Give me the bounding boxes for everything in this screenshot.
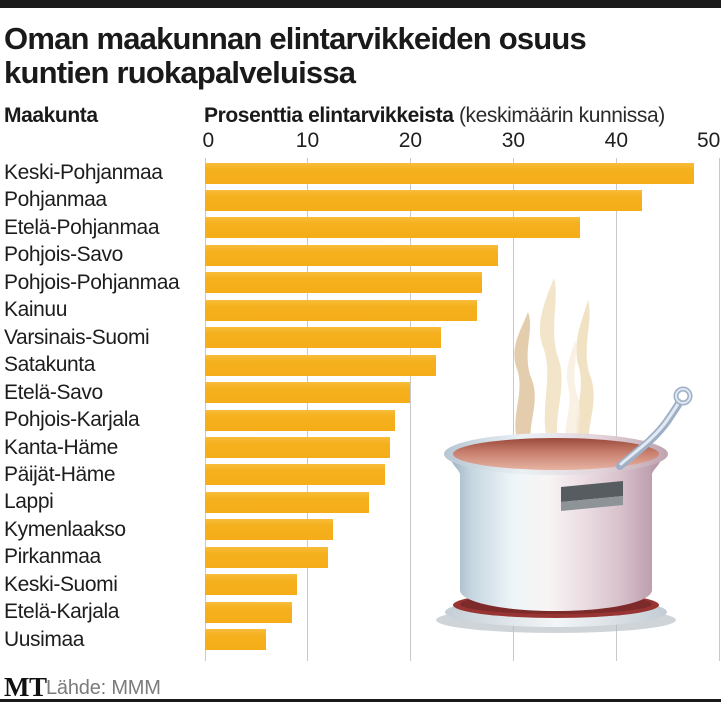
row-label: Etelä-Karjala <box>4 600 120 624</box>
source-note: Lähde: MMM <box>46 677 161 699</box>
row-label: Kanta-Häme <box>4 435 118 459</box>
bar-satakunta <box>204 354 437 376</box>
bar-kanta-häme <box>204 437 390 458</box>
row-label: Satakunta <box>4 353 95 377</box>
bar-keski-suomi <box>204 574 298 596</box>
row-label: Pohjois-Pohjanmaa <box>4 270 180 294</box>
bar-etelä-karjala <box>204 601 293 623</box>
pot-illustration <box>436 278 693 633</box>
row-label: Keski-Suomi <box>4 572 118 596</box>
row-label: Pohjois-Savo <box>4 243 123 267</box>
bar-pirkanmaa <box>204 546 329 568</box>
gridline-40 <box>616 158 618 661</box>
row-label: Keski-Pohjanmaa <box>4 161 163 184</box>
row-label: Etelä-Savo <box>4 380 103 404</box>
row-label: Päijät-Häme <box>4 462 116 486</box>
bar-pohjois-pohjanmaa <box>204 272 483 294</box>
chart-area: Keski-Pohjanmaa Pohjanmaa Etelä-Pohjanmaa P… <box>0 158 721 662</box>
title-line-2: kuntien ruokapalveluissa <box>4 55 356 90</box>
column-header-value-bold: Prosenttia elintarvikkeista <box>204 104 454 127</box>
steam-wisp-middle <box>539 278 562 452</box>
column-header-value: Prosenttia elintarvikkeista (keskimäärin… <box>204 104 665 128</box>
pot-interior <box>453 438 659 470</box>
pot-handle <box>561 481 623 511</box>
row-label: Uusimaa <box>4 627 85 651</box>
gridline-50 <box>719 158 721 661</box>
bar-lappi <box>204 491 370 513</box>
steam-wisp-faint <box>565 340 580 454</box>
bar-uusimaa <box>204 629 267 651</box>
bar-pohjois-savo <box>204 244 498 266</box>
bar-etelä-savo <box>204 382 411 404</box>
x-tick-label-50: 50 <box>696 129 721 152</box>
row-label: Lappi <box>4 490 54 514</box>
steam-wisp-right <box>576 300 594 456</box>
bottom-rule <box>0 699 721 702</box>
title-line-1: Oman maakunnan elintarvikkeiden osuus <box>4 21 587 56</box>
column-header-region: Maakunta <box>4 104 98 127</box>
footer: MT Lähde: MMM <box>0 670 721 702</box>
column-headers: Maakunta Prosenttia elintarvikkeista (ke… <box>0 104 721 128</box>
x-tick-label-0: 0 <box>202 129 215 152</box>
row-label: Kymenlaakso <box>4 517 126 541</box>
ladle-hook-highlight <box>675 388 691 404</box>
row-label: Varsinais-Suomi <box>4 325 150 349</box>
column-header-value-note: (keskimäärin kunnissa) <box>458 104 665 127</box>
x-tick-label-10: 10 <box>295 129 320 152</box>
bar-keski-pohjanmaa <box>204 162 694 184</box>
row-label: Etelä-Pohjanmaa <box>4 215 160 239</box>
x-tick-label-40: 40 <box>604 129 629 152</box>
bar-kymenlaakso <box>204 519 334 541</box>
row-label: Pohjanmaa <box>4 188 107 212</box>
x-axis-ticks: 0 10 20 30 40 50 <box>0 129 721 154</box>
bar-etelä-pohjanmaa <box>204 217 581 239</box>
gridline-20 <box>410 158 412 661</box>
pot-body <box>450 454 662 611</box>
ladle-icon <box>616 386 693 470</box>
x-tick-label-20: 20 <box>398 129 423 152</box>
bar-varsinais-suomi <box>204 327 442 349</box>
steam-icon <box>514 278 594 456</box>
pot-handle-top <box>561 481 623 502</box>
row-label: Pirkanmaa <box>4 545 101 569</box>
bar-päijät-häme <box>204 464 385 486</box>
ladle-handle-highlight <box>619 400 681 466</box>
mt-logo: MT <box>4 672 47 702</box>
row-label: Kainuu <box>4 298 67 322</box>
gridline-0 <box>204 158 206 661</box>
gridline-30 <box>513 158 515 661</box>
page-title: Oman maakunnan elintarvikkeiden osuus ku… <box>4 22 716 90</box>
gridline-10 <box>307 158 309 661</box>
pot-handle-front <box>561 496 623 511</box>
bar-kainuu <box>204 299 478 321</box>
row-label: Pohjois-Karjala <box>4 408 140 432</box>
steam-wisp-left <box>514 312 535 456</box>
bar-pohjanmaa <box>204 189 643 211</box>
x-tick-label-30: 30 <box>501 129 526 152</box>
top-rule <box>0 0 721 8</box>
bar-pohjois-karjala <box>204 409 395 431</box>
